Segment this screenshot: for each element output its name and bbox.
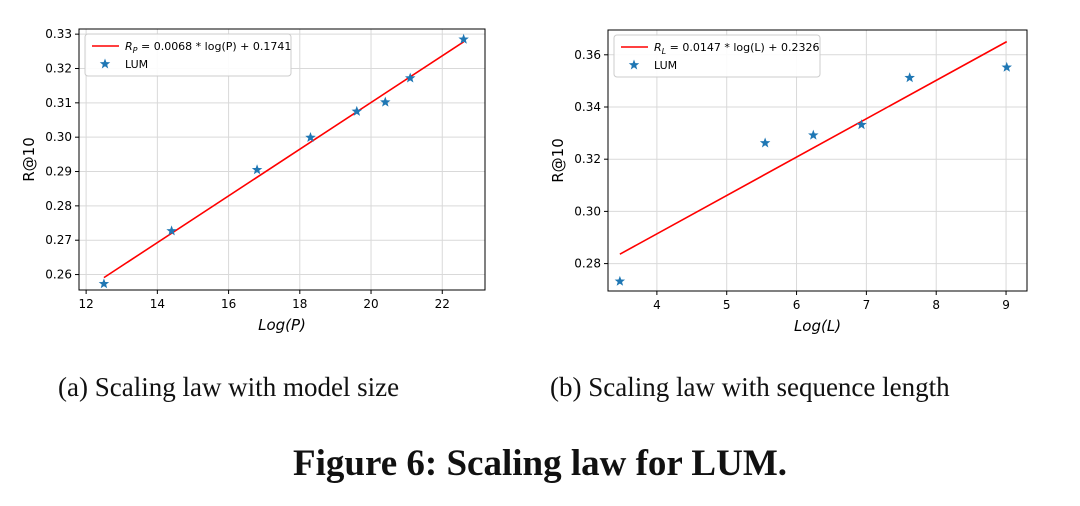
- chart-model-size: 12 14 16 18 20 22 0.26 0.27 0.28 0.29 0.30 0.31 0.32…: [20, 27, 486, 334]
- plot-frame: [607, 29, 1028, 292]
- figure-caption: Figure 6: Scaling law for LUM.: [293, 443, 787, 484]
- y-tick-label: 0.31: [45, 96, 72, 110]
- legend-fit-label: RP = 0.0068 * log(P) + 0.1741: [125, 40, 291, 55]
- legend-box: [613, 34, 821, 78]
- legend-star-icon: [628, 59, 640, 70]
- x-tick-label: 16: [221, 297, 236, 311]
- data-point-star-icon: [351, 105, 363, 116]
- y-tick-label: 0.33: [45, 27, 72, 41]
- y-tick-label: 0.32: [45, 61, 72, 75]
- data-point-star-icon: [614, 275, 626, 286]
- fit-line: [619, 40, 1008, 255]
- data-point-star-icon: [98, 278, 110, 289]
- legend-series-label: LUM: [654, 59, 677, 72]
- data-point-star-icon: [904, 72, 915, 83]
- subcaption-model-size: (a) Scaling law with model size: [58, 372, 400, 402]
- y-tick-label: 0.30: [574, 204, 601, 218]
- data-point-star-icon: [856, 119, 867, 130]
- subcaption-sequence-length: (b) Scaling law with sequence length: [550, 372, 950, 402]
- x-axis-label: Log(L): [794, 317, 841, 335]
- legend-star-icon: [99, 58, 111, 69]
- x-tick-label: 9: [1002, 298, 1010, 312]
- y-tick-label: 0.27: [45, 233, 72, 247]
- x-axis-label: Log(P): [258, 316, 306, 334]
- x-tick-label: 12: [78, 297, 93, 311]
- data-point-star-icon: [759, 137, 771, 148]
- x-tick-label: 5: [723, 298, 731, 312]
- x-tick-label: 14: [150, 297, 165, 311]
- data-point-star-icon: [166, 225, 177, 236]
- y-tick-label: 0.30: [45, 130, 72, 144]
- x-tick-label: 7: [863, 298, 871, 312]
- y-tick-label: 0.34: [574, 100, 601, 114]
- y-tick-label: 0.28: [45, 199, 72, 213]
- y-axis-label: R@10: [20, 137, 38, 182]
- data-point-star-icon: [251, 164, 263, 175]
- data-point-star-icon: [458, 33, 469, 44]
- x-tick-label: 20: [363, 297, 378, 311]
- data-point-star-icon: [380, 96, 391, 107]
- data-point-star-icon: [808, 129, 819, 140]
- x-tick-label: 22: [435, 297, 450, 311]
- y-axis-label: R@10: [549, 138, 567, 183]
- fit-line: [103, 41, 465, 279]
- data-point-star-icon: [404, 72, 416, 83]
- x-tick-label: 6: [793, 298, 801, 312]
- legend-box: [84, 33, 292, 77]
- y-tick-label: 0.36: [574, 48, 601, 62]
- plot-frame: [78, 28, 486, 291]
- chart-sequence-length: 4 5 6 7 8 9 0.28 0.30 0.32 0.34 0.36 Log(L) R@10 RL =…: [549, 29, 1028, 335]
- y-tick-label: 0.29: [45, 165, 72, 179]
- data-point-star-icon: [1001, 61, 1012, 72]
- legend-series-label: LUM: [125, 58, 148, 71]
- y-tick-label: 0.26: [45, 268, 72, 282]
- y-tick-label: 0.32: [574, 152, 601, 166]
- data-point-star-icon: [305, 132, 316, 142]
- x-tick-label: 18: [292, 297, 307, 311]
- y-tick-label: 0.28: [574, 257, 601, 271]
- x-tick-label: 4: [653, 298, 661, 312]
- x-tick-label: 8: [932, 298, 940, 312]
- legend-fit-label: RL = 0.0147 * log(L) + 0.2326: [654, 41, 820, 56]
